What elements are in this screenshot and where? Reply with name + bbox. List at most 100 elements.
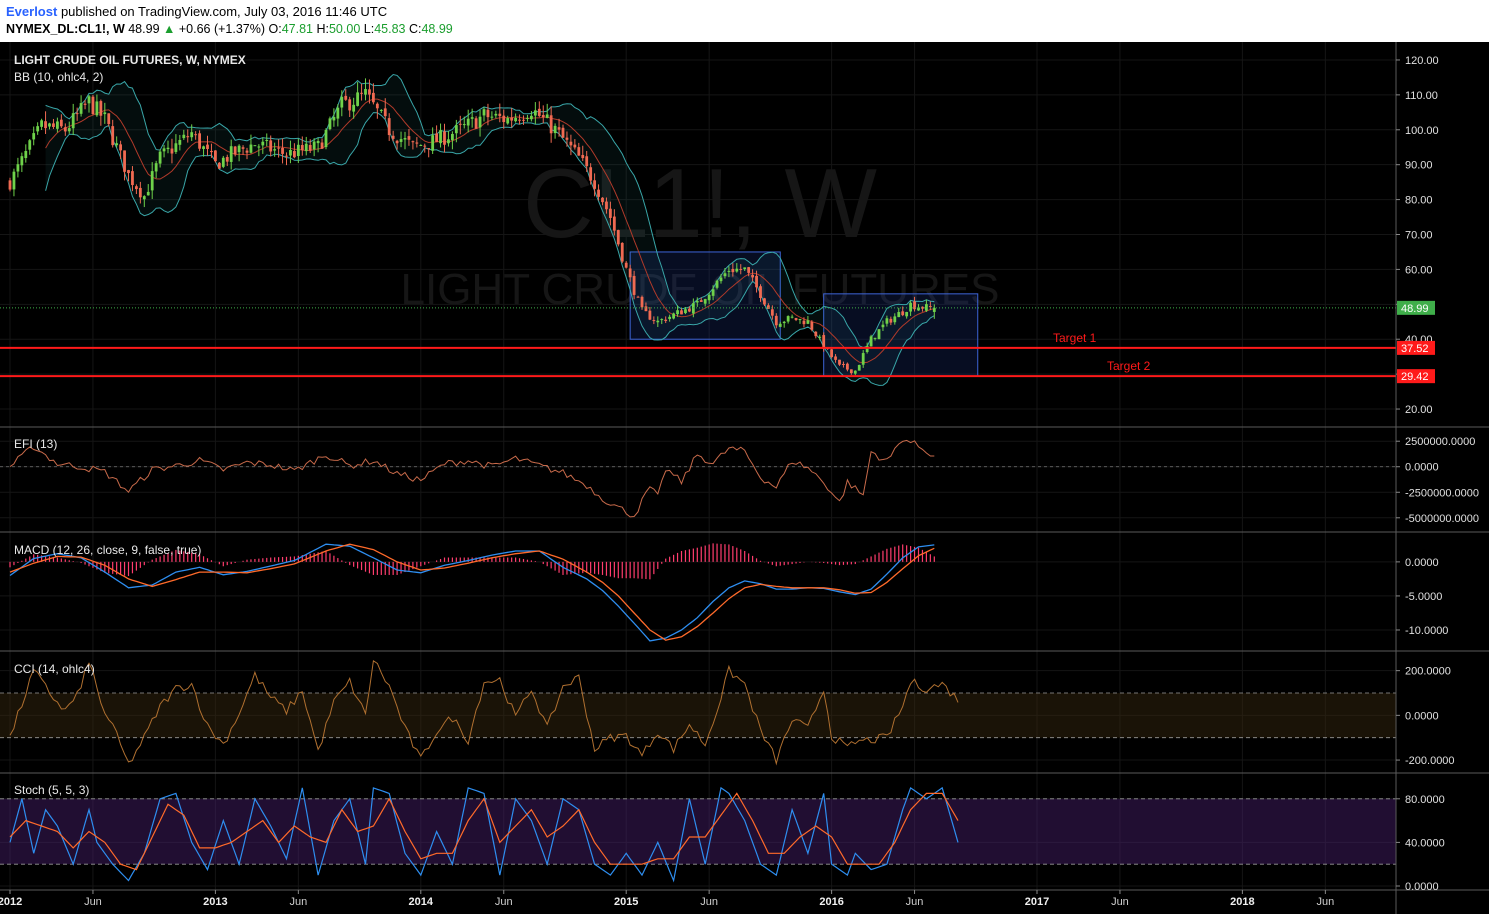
candle-body (664, 319, 668, 322)
axis-tick-label: 2500000.0000 (1405, 436, 1475, 448)
candle-body (87, 96, 91, 104)
time-tick-label: 2015 (614, 896, 638, 908)
candle-body (490, 116, 494, 118)
candle-body (281, 147, 284, 154)
main-pane-title: LIGHT CRUDE OIL FUTURES, W, NYMEX (14, 53, 246, 67)
cci-indicator-label[interactable]: CCI (14, ohlc4) (14, 662, 95, 676)
time-tick-label: Jun (700, 896, 718, 908)
candle-body (375, 103, 379, 109)
last-price-tag-text: 48.99 (1401, 303, 1429, 315)
bb-fill (45, 74, 935, 386)
candle-body (533, 110, 537, 116)
candle-body (241, 147, 245, 149)
candle-body (731, 268, 735, 273)
chart-canvas[interactable]: CL1!, W LIGHT CRUDE OIL FUTURES Target 1… (0, 42, 1489, 914)
candle-body (332, 117, 336, 121)
candle-body (79, 103, 83, 114)
symbol-name: NYMEX_DL:CL1!, W (6, 22, 125, 36)
efi-indicator-label[interactable]: EFI (13) (14, 437, 57, 451)
candle-body (849, 369, 853, 374)
candle-body (253, 145, 257, 147)
candle-body (853, 370, 857, 374)
candle-body (293, 151, 296, 158)
cci-line (9, 659, 959, 766)
author-link[interactable]: Everlost (6, 4, 58, 19)
high-label: H: (316, 22, 329, 36)
candle-body (506, 118, 510, 124)
candle-body (407, 136, 411, 140)
candle-body (324, 129, 328, 148)
candle-body (265, 140, 269, 142)
axis-tick-label: 80.00 (1405, 195, 1433, 207)
target-label: Target 2 (1107, 359, 1151, 373)
candle-body (285, 155, 288, 157)
chart-area[interactable]: CL1!, W LIGHT CRUDE OIL FUTURES Target 1… (0, 42, 1489, 914)
candle-body (747, 267, 751, 273)
candle-body (36, 126, 40, 132)
candle-body (368, 89, 371, 95)
candle-body (873, 337, 877, 339)
candle-body (229, 146, 233, 162)
time-axis[interactable]: 2012 Jun 2013 Jun 2014 Jun 2015 Jun 2016 Jun 2017 J… (0, 890, 1334, 908)
candle-body (632, 275, 636, 295)
target-lines[interactable]: Target 1 Target 2 (0, 307, 1396, 378)
target-label: Target 1 (1053, 331, 1097, 345)
candle-body (703, 299, 707, 304)
candle-body (261, 141, 265, 146)
cci-band-fill (0, 693, 1396, 738)
axis-tick-label: 60.00 (1405, 264, 1433, 276)
candle-body (909, 302, 912, 312)
target-price-tag-text: 29.42 (1401, 371, 1429, 383)
candle-body (379, 109, 383, 111)
last-price-tag (1397, 300, 1435, 315)
bb-lower (45, 112, 935, 386)
candle-body (20, 156, 24, 166)
chart-header: Everlost published on TradingView.com, J… (0, 0, 1489, 42)
candle-body (403, 138, 407, 140)
stoch-pane (0, 786, 1396, 883)
stoch-band-fill (0, 798, 1396, 865)
stoch-indicator-label[interactable]: Stoch (5, 5, 3) (14, 783, 89, 797)
price-axis[interactable]: 120.00110.00100.0090.0080.0070.0060.0050… (1396, 55, 1479, 893)
candle-body (691, 303, 695, 314)
candle-body (391, 135, 395, 139)
candle-body (719, 277, 723, 282)
low-value: 45.83 (374, 22, 406, 36)
candle-body (466, 118, 470, 126)
candle-body (431, 135, 435, 151)
candle-body (660, 319, 664, 321)
candle-body (249, 144, 253, 153)
bb-indicator-label[interactable]: BB (10, ohlc4, 2) (14, 70, 103, 84)
candle-body (620, 242, 624, 262)
candle-body (822, 335, 826, 349)
candle-body (202, 146, 205, 150)
candle-body (415, 142, 419, 144)
publish-line: Everlost published on TradingView.com, J… (6, 4, 387, 19)
candle-body (138, 187, 142, 198)
macd-indicator-label[interactable]: MACD (12, 26, close, 9, false, true) (14, 543, 201, 557)
signal-line (9, 543, 935, 641)
candle-body (553, 125, 557, 134)
candle-body (514, 117, 517, 122)
candle-body (99, 101, 103, 116)
candle-body (75, 113, 79, 115)
candle-body (383, 108, 387, 117)
candle-body (16, 164, 20, 172)
watermark-symbol: CL1!, W (523, 148, 877, 258)
candle-body (502, 115, 506, 123)
grid-lines (0, 42, 1396, 890)
candle-body (166, 147, 170, 150)
time-tick-label: Jun (1316, 896, 1334, 908)
candle-body (470, 117, 474, 119)
candle-body (135, 186, 138, 190)
candle-body (44, 121, 47, 129)
candle-body (565, 137, 569, 140)
candle-body (597, 189, 600, 197)
candle-body (48, 123, 51, 127)
candle-body (557, 127, 561, 130)
candle-body (59, 119, 63, 127)
candle-body (537, 108, 541, 116)
candle-body (364, 89, 367, 95)
candle-body (656, 320, 660, 323)
candle-body (123, 150, 126, 172)
